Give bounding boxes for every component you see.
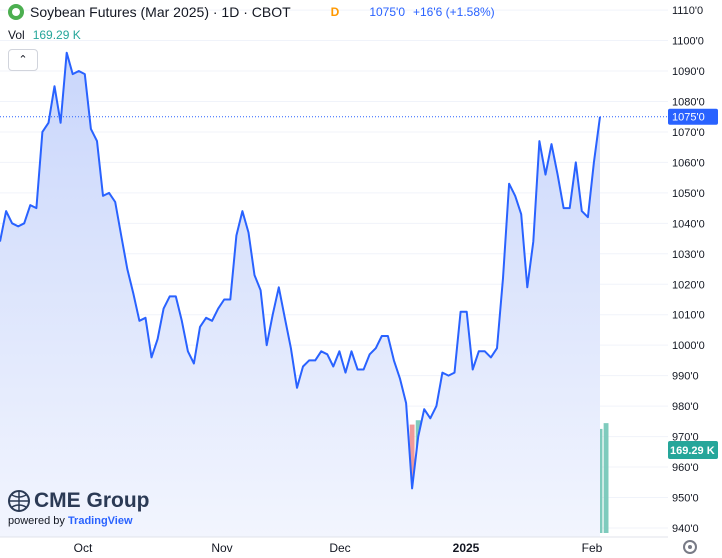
tradingview-brand: TradingView	[67, 515, 133, 527]
chart-title[interactable]: Soybean Futures (Mar 2025) · 1D · CBOT	[30, 4, 291, 20]
price-readout: 1075'0	[369, 5, 405, 19]
chevron-up-icon: ⌃	[18, 54, 28, 66]
price-tick-label: 1020'0	[672, 279, 705, 291]
price-axis[interactable]: 1110'0 1100'0 1090'0 1080'0 1070'0 1060'0 1050…	[672, 5, 705, 535]
price-tick-label: 940'0	[672, 523, 699, 535]
globe-icon	[8, 490, 30, 512]
logo-brand: CME Group	[34, 489, 150, 512]
price-tick-label: 1110'0	[672, 5, 703, 17]
time-tick-label: Nov	[211, 541, 232, 555]
current-price-badge-text: 1075'0	[672, 112, 705, 124]
price-tick-label: 970'0	[672, 432, 699, 444]
chart-header: Soybean Futures (Mar 2025) · 1D · CBOT D…	[8, 4, 495, 20]
volume-badge-text: 169.29 K	[670, 445, 715, 457]
time-tick-label: Feb	[582, 541, 603, 555]
cme-logo[interactable]: CME Group powered by TradingView	[8, 489, 150, 527]
symbol-icon	[8, 4, 24, 20]
price-tick-label: 980'0	[672, 401, 699, 413]
price-tick-label: 990'0	[672, 371, 699, 383]
price-line	[0, 51, 601, 490]
price-tick-label: 1030'0	[672, 249, 705, 261]
axis-badges: 1075'0 169.29 K	[668, 108, 718, 459]
delay-badge[interactable]: D	[330, 5, 340, 19]
time-axis[interactable]: Oct Nov Dec 2025 Feb	[0, 536, 668, 555]
time-tick-label: Oct	[74, 541, 93, 555]
volume-label: Vol	[8, 28, 25, 42]
price-tick-label: 1070'0	[672, 127, 705, 139]
collapse-legend-button[interactable]: ⌃	[8, 49, 38, 71]
price-tick-label: 1060'0	[672, 157, 705, 169]
price-tick-label: 1100'0	[672, 36, 704, 48]
price-tick-label: 1010'0	[672, 310, 705, 322]
volume-badge	[668, 441, 718, 459]
settings-icon[interactable]	[683, 540, 697, 554]
price-tick-label: 1080'0	[672, 96, 705, 108]
price-tick-label: 1050'0	[672, 188, 705, 200]
time-tick-label: Dec	[329, 541, 350, 555]
price-tick-label: 1000'0	[672, 340, 705, 352]
volume-value: 169.29 K	[32, 28, 81, 42]
change-readout: +16'6 (+1.58%)	[413, 5, 495, 19]
powered-prefix: powered by	[8, 515, 68, 527]
price-tick-label: 1090'0	[672, 66, 705, 78]
price-tick-label: 950'0	[672, 492, 699, 504]
powered-by: powered by TradingView	[8, 515, 150, 527]
price-tick-label: 960'0	[672, 462, 699, 474]
current-price-badge	[668, 108, 718, 125]
time-tick-label: 2025	[453, 541, 480, 555]
price-area	[0, 52, 600, 537]
volume-legend: Vol 169.29 K	[8, 28, 81, 42]
volume-bar	[603, 423, 609, 533]
price-tick-label: 1040'0	[672, 218, 705, 230]
